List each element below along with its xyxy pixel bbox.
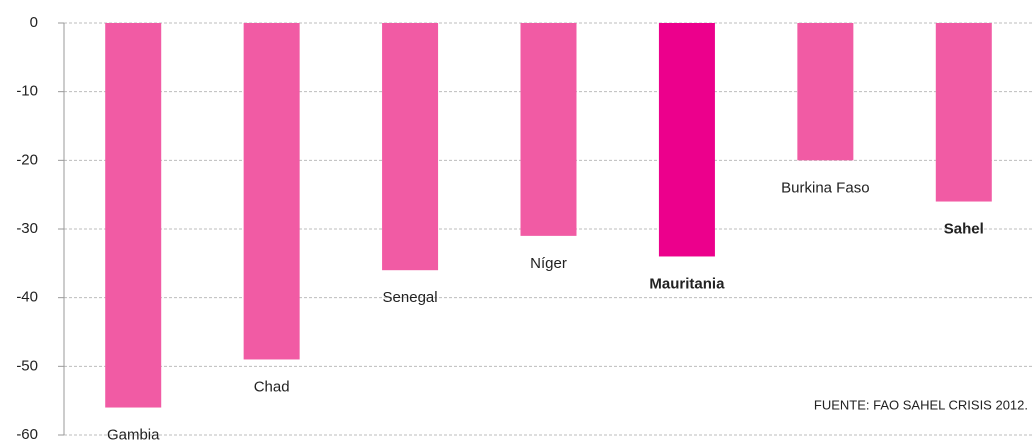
y-tick-label: -10 — [16, 83, 38, 100]
bar — [105, 23, 162, 408]
bar — [382, 23, 439, 271]
bar — [243, 23, 300, 360]
y-tick-label: -60 — [16, 426, 38, 443]
bar — [935, 23, 992, 202]
bar-label: Chad — [254, 378, 290, 395]
bar-label: Mauritania — [649, 275, 725, 292]
y-tick-label: -40 — [16, 289, 38, 306]
bar — [520, 23, 577, 236]
bar-label: Níger — [530, 255, 567, 272]
bar — [797, 23, 854, 161]
source-note: FUENTE: FAO SAHEL CRISIS 2012. — [814, 397, 1028, 412]
y-tick-label: -20 — [16, 151, 38, 168]
bar-label: Gambia — [107, 427, 160, 444]
y-tick-label: 0 — [30, 14, 38, 31]
y-tick-label: -50 — [16, 357, 38, 374]
y-tick-label: -30 — [16, 220, 38, 237]
bar — [658, 23, 715, 257]
bar-label: Sahel — [944, 221, 984, 238]
bar-label: Senegal — [383, 289, 438, 306]
bar-label: Burkina Faso — [781, 179, 869, 196]
